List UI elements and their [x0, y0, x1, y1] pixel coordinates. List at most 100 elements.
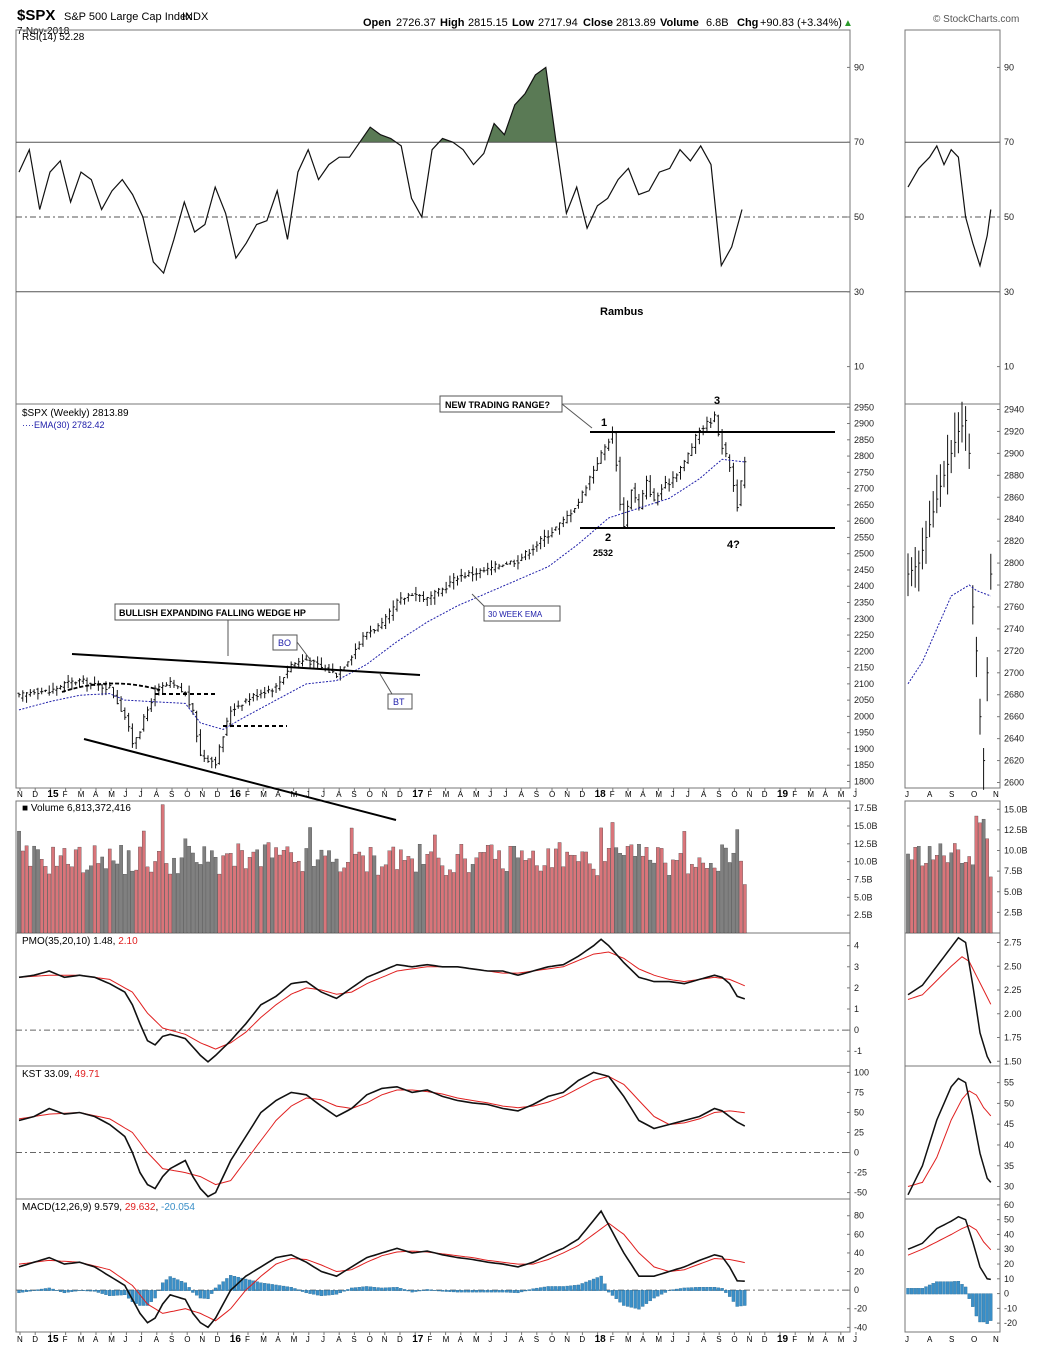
- volume-bar: [527, 858, 532, 934]
- macd-histogram-bar: [508, 1289, 513, 1293]
- volume-bar: [338, 871, 343, 934]
- macd-histogram-bar: [164, 1279, 169, 1291]
- rsi-layer: 90 70 50 30 10: [16, 62, 1000, 372]
- x-tick-label: A: [93, 790, 99, 799]
- macd-histogram-bar: [520, 1289, 524, 1293]
- volume-bar: [330, 861, 335, 934]
- volume-bar: [312, 866, 316, 934]
- new-range-pointer: [561, 403, 593, 429]
- volume-bar: [198, 864, 203, 934]
- macd-histogram-bar: [365, 1286, 369, 1291]
- bt-label: BT: [393, 697, 405, 707]
- right-volume-bar: [906, 853, 910, 934]
- volume-bar: [633, 856, 637, 934]
- right-volume-bar: [989, 876, 993, 934]
- volume-bar: [232, 865, 237, 934]
- volume-bar: [599, 827, 603, 934]
- volume-bar: [36, 849, 40, 934]
- x-tick-label: A: [458, 790, 464, 799]
- right-x-tick-label: O: [971, 1335, 977, 1344]
- right-volume-axis-tick-label: 15.0B: [1004, 804, 1028, 814]
- volume-bar: [557, 842, 562, 934]
- rsi-axis-tick-label: 10: [854, 362, 864, 372]
- volume-bar: [92, 845, 97, 934]
- x-tick-label: D: [32, 790, 38, 799]
- right-kst-signal-line: [907, 1090, 992, 1187]
- volume-bar: [708, 863, 713, 934]
- macd-histogram-bar: [263, 1283, 267, 1291]
- volume-bar: [493, 858, 498, 934]
- right-macd-axis-tick-label: 60: [1004, 1200, 1014, 1210]
- right-kst-axis-tick-label: 35: [1004, 1161, 1014, 1171]
- macd-histogram-bar: [195, 1289, 199, 1296]
- x-tick-label: J: [488, 790, 492, 799]
- right-kst-axis-tick-label: 30: [1004, 1182, 1014, 1192]
- right-rsi-axis-tick-label: 70: [1004, 137, 1014, 147]
- volume-bar: [588, 863, 592, 934]
- volume-bar: [516, 857, 520, 934]
- x-tick-label: F: [245, 790, 250, 799]
- macd-histogram-bar: [349, 1287, 354, 1291]
- volume-bar: [126, 850, 131, 934]
- volume-bar: [716, 870, 721, 934]
- macd-histogram-bar: [85, 1289, 89, 1292]
- neckline: [61, 682, 161, 693]
- x-tick-label-bottom: M: [443, 1335, 450, 1344]
- macd-histogram-bar: [406, 1289, 410, 1292]
- x-tick-label-bottom: S: [351, 1335, 356, 1344]
- new-range-label: NEW TRADING RANGE?: [445, 400, 550, 410]
- volume-bar: [682, 831, 687, 934]
- right-x-tick-label: S: [949, 790, 954, 799]
- x-tick-label-bottom: O: [731, 1335, 737, 1344]
- macd-histogram-bar: [108, 1289, 112, 1297]
- right-price-axis-tick-label: 2720: [1004, 646, 1024, 656]
- wedge-label: BULLISH EXPANDING FALLING WEDGE HP: [119, 608, 306, 618]
- price-axis-tick-label: 2250: [854, 630, 874, 640]
- right-macd-histogram-bar: [927, 1284, 932, 1295]
- right-macd-histogram-bar: [974, 1293, 979, 1317]
- price-axis-tick-label: 2300: [854, 614, 874, 624]
- volume-bar: [145, 866, 150, 934]
- macd-histogram-bar: [709, 1287, 713, 1291]
- x-tick-label-bottom: M: [655, 1335, 662, 1344]
- right-macd-histogram-bar: [909, 1288, 914, 1295]
- macd-histogram-bar: [478, 1289, 482, 1293]
- x-tick-label-bottom: M: [78, 1335, 85, 1344]
- right-price-axis-tick-label: 2740: [1004, 624, 1024, 634]
- macd-histogram-bar: [281, 1285, 286, 1291]
- x-tick-label: A: [275, 790, 281, 799]
- volume-bar: [319, 849, 324, 934]
- right-rsi-line: [907, 144, 992, 268]
- x-tick-label-bottom: D: [762, 1335, 768, 1344]
- macd-histogram-bar: [104, 1289, 108, 1295]
- right-macd-histogram-bar: [967, 1293, 971, 1299]
- macd-histogram-bar: [482, 1289, 486, 1293]
- x-tick-label-bottom: A: [93, 1335, 99, 1344]
- volume-bar: [251, 851, 256, 934]
- price-axis-tick-label: 2500: [854, 549, 874, 559]
- x-tick-label-bottom: D: [32, 1335, 38, 1344]
- right-kst-axis-tick-label: 45: [1004, 1119, 1014, 1129]
- right-volume-bar: [978, 822, 982, 934]
- volume-bar: [451, 872, 456, 934]
- volume-bar: [470, 864, 475, 934]
- right-volume-bar: [971, 864, 975, 934]
- macd-histogram-bar: [81, 1289, 85, 1291]
- volume-bar: [179, 857, 184, 934]
- right-volume-bar: [935, 855, 939, 934]
- x-tick-label-bottom: N: [747, 1335, 753, 1344]
- macd-histogram-bar: [51, 1288, 55, 1291]
- x-tick-label-bottom: N: [382, 1335, 388, 1344]
- volume-bar: [262, 844, 267, 934]
- pmo-layer: 4 3 2 1 0 -1: [16, 938, 862, 1063]
- volume-bar: [130, 870, 135, 934]
- x-tick-label: S: [534, 790, 539, 799]
- volume-bar: [569, 854, 573, 934]
- right-macd-histogram-bar: [971, 1293, 975, 1307]
- volume-bar: [508, 845, 513, 934]
- macd-histogram-bar: [40, 1288, 44, 1291]
- right-price-axis-tick-label: 2640: [1004, 734, 1024, 744]
- macd-histogram-bar: [452, 1289, 456, 1293]
- macd-histogram-bar: [724, 1289, 728, 1293]
- macd-histogram-bar: [652, 1289, 656, 1299]
